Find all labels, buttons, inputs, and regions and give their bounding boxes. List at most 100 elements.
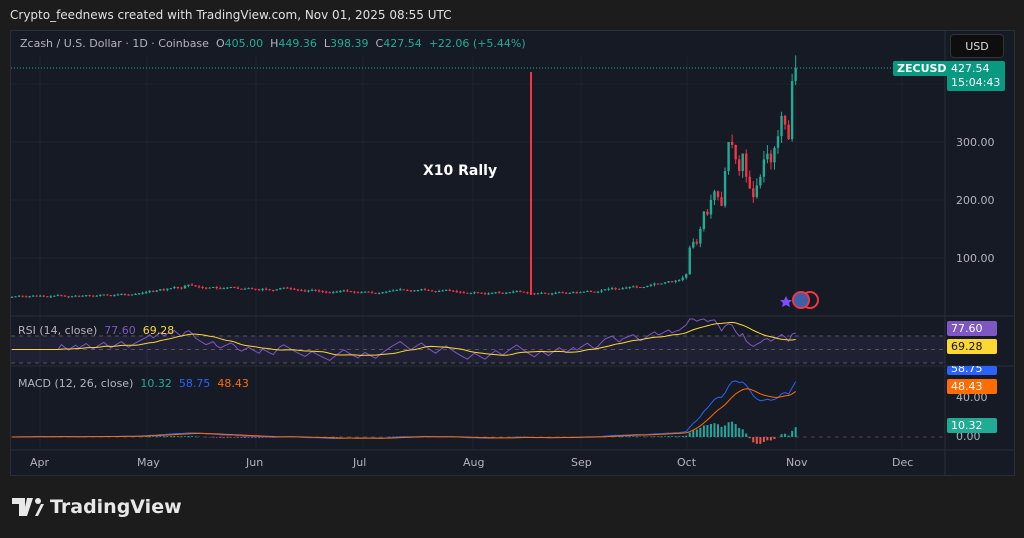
candle-body xyxy=(275,289,278,291)
candle-body xyxy=(286,287,289,289)
annotation-text[interactable]: X10 Rally xyxy=(423,163,498,179)
candle-body xyxy=(434,291,437,293)
candle-body xyxy=(321,291,324,293)
macd-histogram-bar xyxy=(773,437,776,440)
candle-body xyxy=(452,290,455,292)
candle-body xyxy=(31,295,35,297)
candle-body xyxy=(279,288,282,290)
macd-histogram-bar xyxy=(332,437,335,438)
candle-body xyxy=(459,291,462,293)
candle-body xyxy=(194,285,197,287)
change-value: +22.06 (+5.44%) xyxy=(428,37,526,50)
macd-histogram-bar xyxy=(148,436,151,437)
candle-body xyxy=(621,288,624,290)
macd-histogram-bar xyxy=(734,424,737,437)
macd-histogram-bar xyxy=(745,433,748,437)
signal-line xyxy=(11,388,796,439)
candle-body xyxy=(568,292,571,294)
time-axis-label: Dec xyxy=(892,456,914,469)
candle-body xyxy=(374,292,377,294)
candle-body xyxy=(501,292,504,294)
macd-histogram-bar xyxy=(395,436,398,437)
candle-body xyxy=(579,292,582,294)
candle-body xyxy=(649,284,653,286)
macd-histogram-bar xyxy=(261,437,264,438)
candle-body xyxy=(430,290,434,292)
candle-body xyxy=(702,211,706,229)
macd-histogram-bar xyxy=(656,436,659,437)
ticker-label: ZECUSD xyxy=(893,61,951,76)
candle-body xyxy=(663,282,667,284)
candle-body xyxy=(307,290,310,292)
candle-body xyxy=(586,291,589,293)
close-label: C xyxy=(375,37,384,50)
open-value: 405.00 xyxy=(224,37,264,50)
candle-body xyxy=(660,283,663,285)
candle-body xyxy=(667,281,670,283)
candle-body xyxy=(416,289,420,291)
chart-attribution: Crypto_feednews created with TradingView… xyxy=(10,8,452,22)
macd-histogram-bar xyxy=(685,435,688,437)
candle-body xyxy=(148,291,151,293)
candle-body xyxy=(212,287,215,288)
candle-body xyxy=(339,291,342,293)
candle-body xyxy=(130,294,134,296)
macd-histogram-bar xyxy=(695,429,698,437)
candle-body xyxy=(780,115,783,137)
macd-histogram-bar xyxy=(247,437,250,438)
candle-body xyxy=(180,287,183,289)
candle-body xyxy=(755,185,759,198)
candle-body xyxy=(233,287,236,288)
candle-body xyxy=(222,288,225,290)
candle-body xyxy=(776,136,780,148)
candle-body xyxy=(699,229,702,244)
candle-body xyxy=(413,290,416,292)
sparkle-icon xyxy=(780,296,792,307)
macd-price-label: 58.75 xyxy=(947,366,997,375)
macd-histogram-bar xyxy=(166,436,169,437)
candle-body xyxy=(572,292,575,294)
macd-histogram-bar xyxy=(766,437,769,441)
candle-body xyxy=(42,295,45,297)
candle-body xyxy=(113,295,116,297)
macd-histogram-bar xyxy=(649,436,652,437)
candle-body xyxy=(589,291,593,293)
candle-body xyxy=(600,290,603,292)
candle-body xyxy=(300,289,303,291)
macd-histogram-bar xyxy=(791,430,794,437)
candle-body xyxy=(226,287,229,289)
currency-button[interactable]: USD xyxy=(950,34,1004,58)
candle-body xyxy=(466,292,469,294)
candle-body xyxy=(543,292,547,294)
candle-body xyxy=(603,289,607,291)
price-tick: 200.00 xyxy=(956,194,995,207)
candle-body xyxy=(99,295,102,297)
candle-body xyxy=(766,153,769,160)
candle-body xyxy=(635,286,639,288)
candle-body xyxy=(106,294,109,296)
candle-body xyxy=(388,291,391,293)
candle-body xyxy=(737,159,741,171)
candle-body xyxy=(162,289,165,291)
candle-body xyxy=(519,291,522,293)
macd-tick: 40.00 xyxy=(956,391,988,404)
candle-body xyxy=(681,277,684,281)
candle-body xyxy=(653,283,656,285)
macd-histogram-bar xyxy=(787,435,790,437)
candle-body xyxy=(56,295,60,297)
candle-body xyxy=(127,294,130,296)
candle-body xyxy=(77,295,81,297)
candle-body xyxy=(490,292,494,294)
candle-body xyxy=(349,291,353,293)
chart-frame[interactable] xyxy=(10,30,1015,476)
macd-histogram-bar xyxy=(769,437,772,441)
candle-body xyxy=(441,290,444,292)
candle-body xyxy=(39,295,42,297)
candle-body xyxy=(120,293,123,295)
macd-histogram-bar xyxy=(233,437,236,438)
candle-body xyxy=(730,142,734,145)
candle-body xyxy=(547,293,550,295)
candle-body xyxy=(727,142,730,171)
macd-histogram-bar xyxy=(706,425,709,437)
